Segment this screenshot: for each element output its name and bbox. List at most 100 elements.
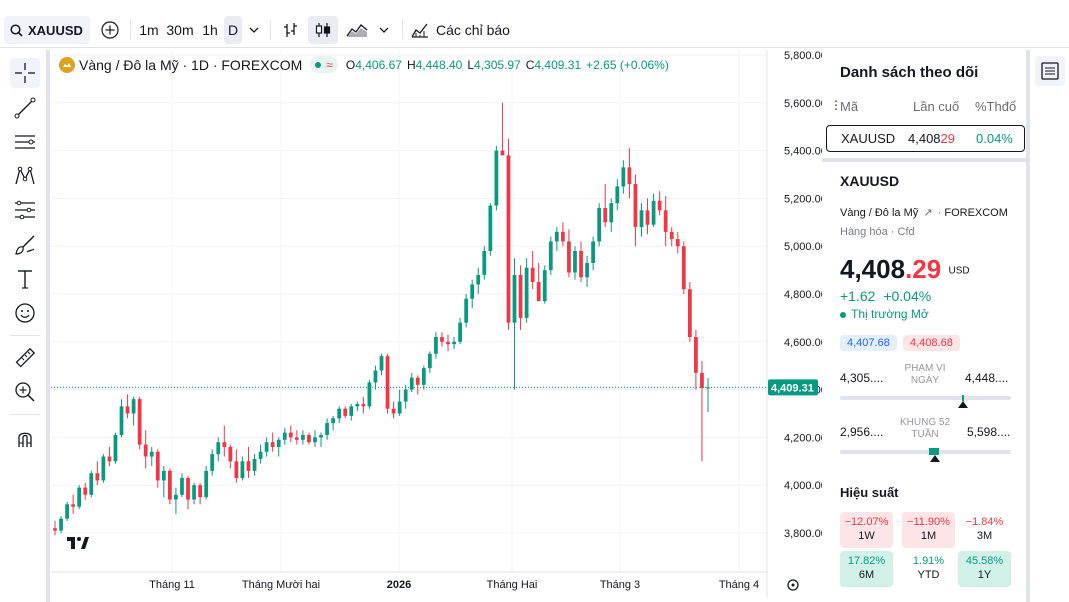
candle-body <box>174 494 178 500</box>
candle <box>222 425 227 457</box>
candle <box>391 401 396 419</box>
crosshair-tool[interactable] <box>10 58 40 88</box>
candle-body <box>294 437 299 440</box>
candle <box>609 198 614 232</box>
candle-body <box>464 298 469 323</box>
tradingview-logo[interactable] <box>63 530 93 556</box>
candle-body <box>585 262 589 278</box>
price-tick-label: 4,800.00 <box>784 289 822 301</box>
horizontal-lines-tool[interactable] <box>10 127 40 157</box>
candle-body <box>476 274 481 285</box>
candle <box>71 494 76 514</box>
magnet-tool[interactable] <box>10 423 40 453</box>
indicators-button[interactable]: Các chỉ báo <box>410 16 520 44</box>
timeframe-d[interactable]: D <box>224 16 242 44</box>
candle-body <box>530 267 535 283</box>
candle <box>131 396 136 426</box>
symbol-label: XAUUSD <box>28 22 83 38</box>
market-open-status[interactable]: Thị trường Mở <box>840 307 929 321</box>
c-label: C <box>525 57 535 72</box>
candle-body <box>675 239 680 247</box>
details-change-pct: +0.04% <box>883 288 932 304</box>
candle-body <box>573 250 577 273</box>
wave-icon: ≈ <box>326 57 333 72</box>
candle <box>597 203 602 247</box>
col-last-header[interactable]: Lần cuố <box>913 99 960 114</box>
candle-body <box>240 461 245 479</box>
candle-body <box>385 356 390 409</box>
candle <box>53 521 57 536</box>
candle <box>470 279 475 309</box>
candle-body <box>379 356 384 371</box>
watchlist-toggle-button[interactable] <box>1035 56 1065 86</box>
candles-chart-type-button[interactable] <box>308 16 338 44</box>
day-range-bar <box>840 396 1011 400</box>
details-exchange: FOREXCOM <box>944 207 1008 219</box>
watchlist-title[interactable]: Danh sách theo dõi <box>840 64 979 81</box>
compare-add-button[interactable] <box>96 16 124 44</box>
ruler-tool[interactable] <box>10 343 40 373</box>
chart-pane[interactable]: 5,800.00 5,600.00 5,400.00 5,200.00 5,000.00… <box>51 50 822 597</box>
performance-cell-3m[interactable]: −1.84% 3M <box>958 512 1011 548</box>
time-axis: Tháng 11 Tháng Mười hai 2026 Tháng Hai Tháng… <box>149 579 799 591</box>
pattern-tool[interactable] <box>10 161 40 191</box>
candle-body <box>615 186 620 204</box>
price-chart[interactable]: 5,800.00 5,600.00 5,400.00 5,200.00 5,000.00… <box>51 50 822 597</box>
candle-body <box>101 456 106 481</box>
legend-title[interactable]: Vàng / Đô la Mỹ · 1D · FOREXCOM <box>79 56 303 73</box>
performance-cell-1y[interactable]: 45.58% 1Y <box>958 551 1011 587</box>
timeframe-30m[interactable]: 30m <box>166 22 194 38</box>
chart-type-dropdown[interactable] <box>374 16 394 44</box>
performance-cell-1w[interactable]: −12.07% 1W <box>840 512 893 548</box>
details-symbol[interactable]: XAUUSD <box>840 173 900 189</box>
performance-cell-ytd[interactable]: 1.91% YTD <box>902 551 955 587</box>
drag-handle-icon[interactable]: ⋮ <box>830 98 842 112</box>
candle-body <box>113 435 118 462</box>
candle-body <box>258 451 263 459</box>
timeframe-dropdown[interactable] <box>244 16 264 44</box>
timeframe-1h[interactable]: 1h <box>202 22 218 38</box>
candle-body <box>198 485 202 498</box>
candle <box>518 265 523 330</box>
candle-body <box>518 274 523 318</box>
price-tick-label: 4,200.00 <box>784 432 822 444</box>
close-value: 4,409.31 <box>534 57 582 72</box>
fib-tool[interactable] <box>10 195 40 225</box>
timeframe-1m[interactable]: 1m <box>139 22 159 38</box>
candle <box>579 241 583 283</box>
external-link-icon[interactable]: ↗ <box>923 207 933 219</box>
performance-cell-1m[interactable]: −11.90% 1M <box>902 512 955 548</box>
candle <box>663 196 668 247</box>
performance-title[interactable]: Hiệu suất <box>840 485 899 500</box>
candle-body <box>180 478 184 495</box>
watchlist-row-xauusd[interactable]: XAUUSD 4,40829 0.04% <box>826 125 1025 152</box>
time-tick-label: 2026 <box>387 579 411 591</box>
col-symbol-header[interactable]: Mã <box>840 99 859 114</box>
details-name[interactable]: Vàng / Đô la Mỹ <box>840 207 919 219</box>
candle-body <box>500 150 505 156</box>
candle-body <box>561 231 565 242</box>
candle-body <box>567 241 571 273</box>
candle <box>367 380 372 409</box>
candle <box>149 446 154 467</box>
area-chart-type-button[interactable] <box>342 16 372 44</box>
performance-cell-6m[interactable]: 17.82% 6M <box>840 551 893 587</box>
candle-body <box>59 518 63 531</box>
candle <box>645 198 650 235</box>
candle-body <box>137 399 142 445</box>
performance-period: YTD <box>917 569 940 581</box>
symbol-search-button[interactable]: XAUUSD <box>4 16 90 44</box>
brush-tool[interactable] <box>10 230 40 260</box>
candle <box>89 470 94 498</box>
candle <box>373 365 378 390</box>
market-status-badge[interactable]: ≈ <box>310 56 338 73</box>
bar-chart-type-button[interactable] <box>276 16 304 44</box>
col-change-header[interactable]: %Thđổ <box>975 99 1017 114</box>
fib-retracement-icon <box>15 200 35 220</box>
trendline-tool[interactable] <box>10 93 40 123</box>
h-label: H <box>406 57 416 72</box>
zoom-tool[interactable] <box>10 377 40 407</box>
emoji-tool[interactable] <box>10 298 40 328</box>
text-tool[interactable] <box>10 264 40 294</box>
